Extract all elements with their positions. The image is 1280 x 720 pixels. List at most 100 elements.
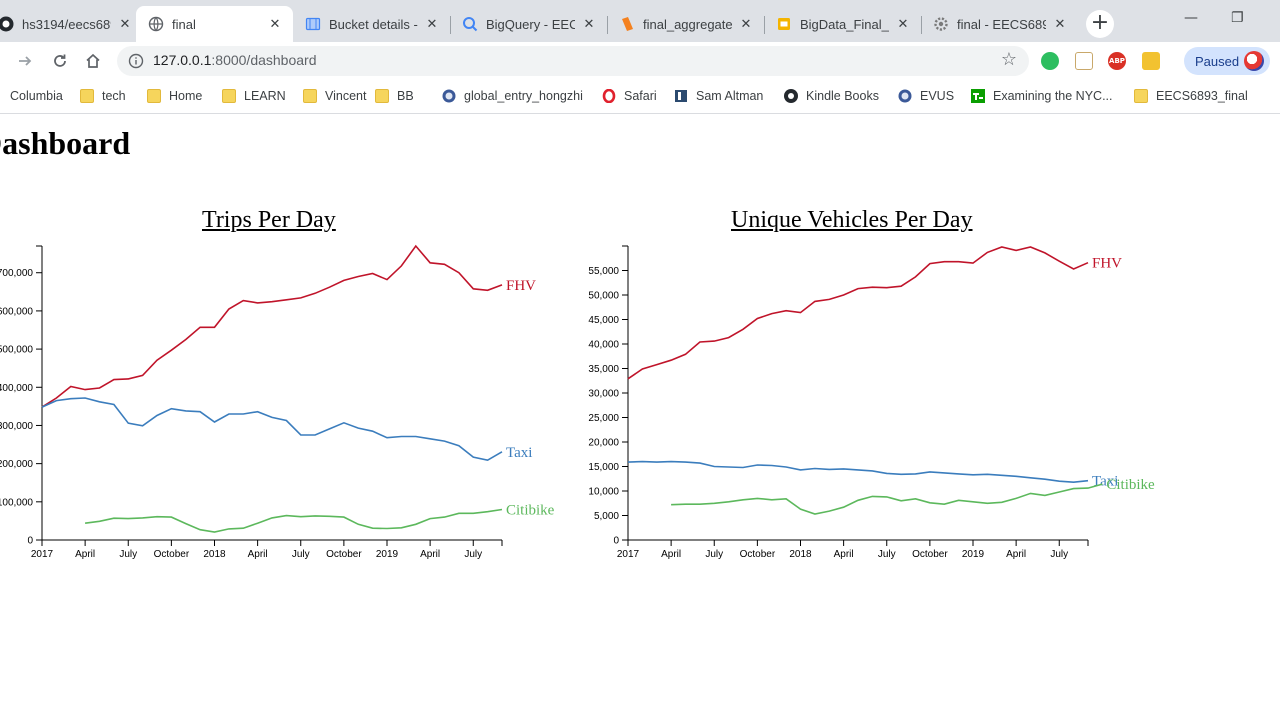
info-icon[interactable]	[128, 53, 144, 69]
x-tick-label: April	[248, 549, 268, 560]
browser-tab[interactable]: final_aggregate_ ✕	[607, 6, 764, 42]
new-tab-button[interactable]: +	[1086, 10, 1114, 38]
bookmark-item[interactable]: LEARN	[222, 86, 286, 106]
bookmark-label: EVUS	[920, 89, 955, 103]
dashboard-page: Dashboard Trips Per Day Unique Vehicles …	[0, 115, 1280, 720]
profile-button[interactable]: Paused	[1184, 47, 1270, 75]
tab-title: final - EECS6893	[957, 16, 1046, 32]
y-tick-label: 25,000	[588, 413, 619, 424]
notes-extension-icon[interactable]	[1142, 52, 1160, 70]
bookmark-item[interactable]: EVUS	[898, 86, 954, 106]
tab-strip: hs3194/eecs6893✕final✕Bucket details -✕B…	[0, 0, 1280, 42]
series-label-citibike: Citibike	[506, 502, 555, 518]
reload-icon[interactable]	[49, 50, 71, 72]
y-tick-label: 400,000	[0, 383, 33, 394]
browser-tab[interactable]: BigData_Final_P ✕	[764, 6, 921, 42]
bookmark-label: Kindle Books	[806, 89, 879, 103]
github-icon	[0, 16, 14, 32]
close-icon[interactable]: ✕	[1054, 16, 1066, 31]
x-tick-label: July	[464, 549, 482, 560]
document-icon	[619, 16, 635, 32]
bookmark-item[interactable]: Examining the NYC...	[971, 86, 1113, 106]
close-icon[interactable]: ✕	[740, 16, 752, 31]
series-line-fhv	[627, 246, 1089, 380]
bookmark-item[interactable]: Kindle Books	[784, 86, 879, 106]
bookmark-item[interactable]: Safari	[602, 86, 657, 106]
bookmark-item[interactable]: Columbia	[10, 86, 63, 106]
browser-tab[interactable]: hs3194/eecs6893 ✕	[0, 6, 143, 42]
x-tick-label: July	[878, 549, 896, 560]
bookmark-item[interactable]: EECS6893_final	[1134, 86, 1248, 106]
bookmark-item[interactable]: BB	[375, 86, 414, 106]
extension-puzzle-icon[interactable]	[1075, 52, 1093, 70]
series-line-taxi	[627, 460, 1089, 484]
y-tick-label: 5,000	[594, 511, 619, 522]
bookmark-label: tech	[102, 89, 126, 103]
bookmark-item[interactable]: Home	[147, 86, 202, 106]
y-tick-label: 500,000	[0, 345, 33, 356]
y-tick-label: 45,000	[588, 315, 619, 326]
y-tick-label: 20,000	[588, 438, 619, 449]
dhs-seal-icon	[898, 89, 912, 103]
y-tick-label: 700,000	[0, 268, 33, 279]
y-tick-label: 0	[27, 536, 33, 547]
bookmark-item[interactable]: Sam Altman	[674, 86, 763, 106]
folder-icon	[80, 89, 94, 103]
x-tick-label: 2018	[203, 549, 226, 560]
folder-icon	[303, 89, 317, 103]
bookmark-label: Examining the NYC...	[993, 89, 1113, 103]
close-icon[interactable]: ✕	[897, 16, 909, 31]
adblock-extension-icon[interactable]: ABP	[1108, 52, 1126, 70]
bookmark-item[interactable]: global_entry_hongzhi	[442, 86, 583, 106]
x-tick-label: April	[661, 549, 681, 560]
y-tick-label: 35,000	[588, 364, 619, 375]
minimize-icon[interactable]: —	[1184, 10, 1198, 26]
x-tick-label: April	[1006, 549, 1026, 560]
evernote-extension-icon[interactable]	[1041, 52, 1059, 70]
close-icon[interactable]: ✕	[583, 16, 595, 31]
tab-title: Bucket details -	[329, 16, 418, 32]
restore-icon[interactable]: ❐	[1231, 10, 1244, 26]
x-tick-label: April	[834, 549, 854, 560]
series-label-fhv: FHV	[506, 278, 536, 294]
browser-tab[interactable]: BigQuery - EECS ✕	[450, 6, 607, 42]
series-label-citibike: Citibike	[1106, 477, 1155, 493]
bookmark-label: Vincent	[325, 89, 367, 103]
close-icon[interactable]: ✕	[119, 16, 131, 31]
x-tick-label: October	[154, 549, 190, 560]
gear-icon	[933, 16, 949, 32]
forward-icon[interactable]	[14, 50, 36, 72]
dhs-seal-icon	[442, 89, 456, 103]
bookmark-label: BB	[397, 89, 414, 103]
bookmark-item[interactable]: tech	[80, 86, 126, 106]
browser-tab[interactable]: final - EECS6893 ✕	[921, 6, 1078, 42]
x-tick-label: 2019	[962, 549, 985, 560]
bookmark-item[interactable]: Vincent	[303, 86, 366, 106]
series-line-citibike	[84, 508, 503, 533]
browser-tab[interactable]: Bucket details - ✕	[293, 6, 450, 42]
bookmark-star-icon[interactable]: ☆	[1000, 49, 1017, 70]
profile-status-label: Paused	[1195, 54, 1240, 69]
y-tick-label: 0	[613, 536, 619, 547]
browser-tab[interactable]: final ✕	[136, 6, 293, 42]
address-bar[interactable]: 127.0.0.1:8000/dashboard ☆	[117, 46, 1029, 76]
series-line-taxi	[41, 397, 503, 462]
trips-chart-title: Trips Per Day	[202, 207, 336, 233]
trips-per-day-chart: 0 100,000 200,000 300,000 400,000 500,000 600,…	[0, 244, 555, 560]
vehicles-per-day-chart: 0 5,000 10,000 15,000 20,000 25,000 30,000 35,0…	[588, 245, 1155, 560]
folder-icon	[1134, 89, 1148, 103]
y-tick-label: 40,000	[588, 340, 619, 351]
close-icon[interactable]: ✕	[269, 16, 281, 31]
tab-title: BigData_Final_P	[800, 16, 889, 32]
vehicles-chart-title: Unique Vehicles Per Day	[731, 207, 973, 233]
tab-title: hs3194/eecs6893	[22, 16, 111, 32]
series-label-fhv: FHV	[1092, 256, 1122, 272]
slides-icon	[776, 16, 792, 32]
home-icon[interactable]	[82, 50, 104, 72]
y-tick-label: 30,000	[588, 389, 619, 400]
folder-icon	[147, 89, 161, 103]
tab-separator	[607, 16, 608, 34]
close-icon[interactable]: ✕	[426, 16, 438, 31]
series-line-citibike	[671, 483, 1103, 515]
tab-separator	[921, 16, 922, 34]
